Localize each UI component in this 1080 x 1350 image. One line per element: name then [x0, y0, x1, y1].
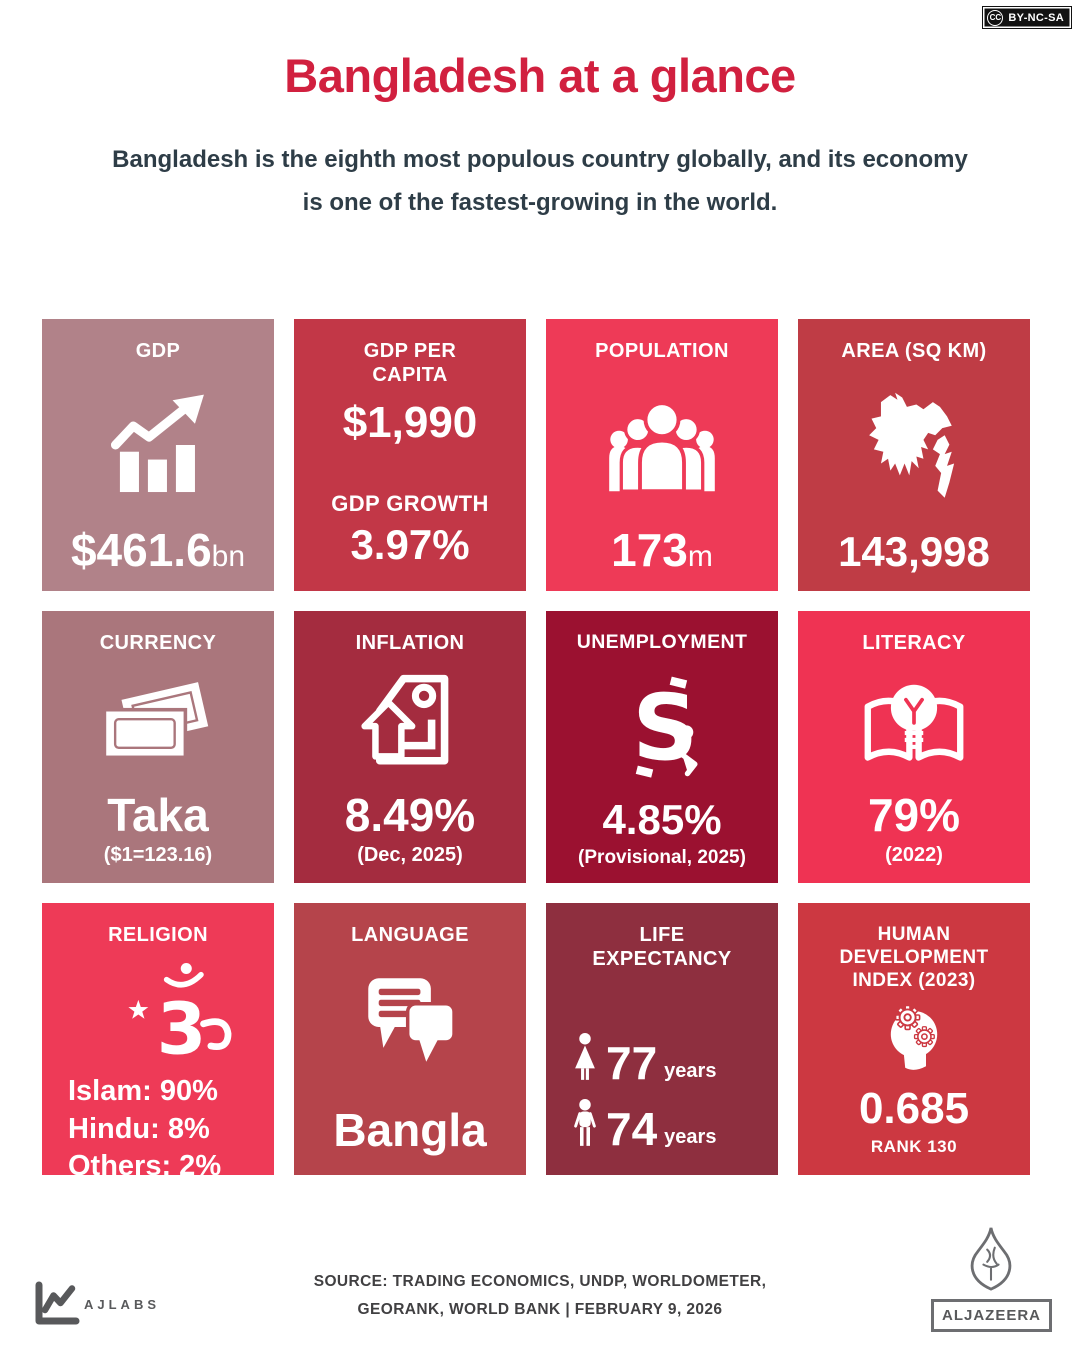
life-expectancy-male-row: 74 years	[572, 1099, 778, 1156]
card-gdp-growth-value: 3.97%	[350, 521, 470, 568]
card-population-label: POPULATION	[595, 340, 729, 362]
card-currency-note: ($1=123.16)	[103, 844, 213, 866]
crescent-om-icon: 3	[76, 963, 232, 1071]
card-area-label: AREA (SQ KM)	[841, 340, 987, 362]
card-population-value: 173m	[611, 524, 713, 576]
life-expectancy-female-unit: years	[664, 1060, 717, 1082]
card-religion: RELIGION 3 Islam: 90% Hindu: 8% Others: …	[42, 903, 274, 1175]
source-credit: SOURCE: TRADING ECONOMICS, UNDP, WORLDOM…	[290, 1268, 790, 1324]
card-area: AREA (SQ KM) 143,998	[798, 319, 1030, 591]
card-gdp-growth-label: GDP GROWTH	[331, 491, 489, 516]
card-religion-label: RELIGION	[108, 924, 208, 946]
card-hdi-rank: RANK 130	[870, 1137, 958, 1156]
female-icon	[575, 1033, 595, 1080]
card-population: POPULATION 173m	[546, 319, 778, 591]
card-gdp-unit: bn	[211, 540, 246, 573]
aljazeera-flame-icon	[971, 1227, 1012, 1291]
banknotes-icon	[102, 681, 209, 759]
ajlabs-logo: AJLABS	[32, 1280, 160, 1328]
aljazeera-wordmark: ALJAZEERA	[930, 1299, 1052, 1332]
male-icon	[574, 1099, 596, 1146]
people-crowd-icon	[609, 401, 715, 494]
card-area-value: 143,998	[838, 528, 990, 575]
religion-line-hindu: Hindu: 8%	[68, 1112, 210, 1145]
card-inflation: INFLATION 8.49% (Dec, 2025)	[294, 611, 526, 883]
religion-line-others: Others: 2%	[68, 1149, 222, 1175]
card-hdi-label: HUMAN DEVELOPMENT INDEX (2023)	[839, 924, 989, 992]
life-expectancy-female-row: 77 years	[572, 1033, 778, 1090]
card-literacy-label: LITERACY	[862, 632, 966, 654]
card-population-unit: m	[687, 540, 713, 573]
book-lightbulb-icon	[864, 684, 964, 761]
card-unemployment-note: (Provisional, 2025)	[578, 847, 746, 868]
page-title: Bangladesh at a glance	[284, 49, 796, 102]
card-inflation-note: (Dec, 2025)	[357, 844, 463, 866]
card-gdp-per-capita-label: GDP PER CAPITA	[363, 340, 457, 387]
card-currency-value: Taka	[107, 789, 209, 841]
ajlabs-label: AJLABS	[84, 1296, 161, 1312]
source-line-2: GEORANK, WORLD BANK | FEBRUARY 9, 2026	[357, 1301, 723, 1318]
source-line-1: SOURCE: TRADING ECONOMICS, UNDP, WORLDOM…	[313, 1273, 767, 1290]
card-religion-values: Islam: 90% Hindu: 8% Others: 2%	[42, 1073, 274, 1175]
ajlabs-chart-icon	[35, 1281, 80, 1325]
card-gdp-per-capita-value: $1,990	[342, 397, 478, 447]
card-life-expectancy-label: LIFE EXPECTANCY	[592, 924, 732, 971]
svg-text:3: 3	[157, 988, 207, 1071]
chat-bubbles-icon	[368, 978, 456, 1063]
card-hdi-value: 0.685	[858, 1084, 970, 1133]
card-language-label: LANGUAGE	[351, 924, 469, 946]
card-unemployment-label: UNEMPLOYMENT	[576, 631, 748, 653]
bar-chart-up-icon	[110, 394, 204, 493]
cc-license-label: BY-NC-SA	[1008, 11, 1064, 24]
aljazeera-logo: ALJAZEERA	[930, 1223, 1052, 1332]
price-tag-up-icon	[361, 674, 449, 765]
card-gdp: GDP $461.6bn	[42, 319, 274, 591]
card-gdp-value: $461.6bn	[70, 524, 246, 576]
life-expectancy-male-value: 74	[606, 1103, 658, 1156]
stat-card-grid: GDP $461.6bn GDP PER CAPITA $1,990 GDP G…	[42, 319, 1030, 1175]
page-subtitle: Bangladesh is the eighth most populous c…	[112, 146, 968, 216]
card-inflation-label: INFLATION	[355, 632, 465, 654]
card-literacy-value: 79%	[867, 789, 961, 841]
cc-icon: CC	[987, 9, 1004, 26]
card-language: LANGUAGE Bangla	[294, 903, 526, 1175]
religion-line-islam: Islam: 90%	[68, 1075, 218, 1108]
cc-license-badge: CC BY-NC-SA	[982, 6, 1072, 29]
card-gdp-per-capita: GDP PER CAPITA $1,990 GDP GROWTH 3.97%	[294, 319, 526, 591]
card-unemployment: UNEMPLOYMENT S 4.85% (Provisional, 2025)	[546, 611, 778, 883]
card-literacy: LITERACY 79% (2022)	[798, 611, 1030, 883]
card-life-expectancy: LIFE EXPECTANCY 77 years	[546, 903, 778, 1175]
card-gdp-label: GDP	[135, 340, 181, 362]
head-gears-icon	[890, 1004, 938, 1070]
card-unemployment-value: 4.85%	[602, 796, 722, 843]
card-inflation-value: 8.49%	[344, 789, 476, 841]
card-currency: CURRENCY Taka ($1=123.16)	[42, 611, 274, 883]
bangladesh-map-icon	[869, 392, 955, 498]
card-hdi: HUMAN DEVELOPMENT INDEX (2023)	[798, 903, 1030, 1175]
card-currency-label: CURRENCY	[99, 632, 217, 654]
card-language-value: Bangla	[333, 1104, 487, 1156]
card-literacy-note: (2022)	[885, 844, 943, 866]
life-expectancy-female-value: 77	[606, 1037, 658, 1090]
jobless-dollar-icon: S	[632, 675, 698, 780]
life-expectancy-male-unit: years	[664, 1126, 717, 1148]
